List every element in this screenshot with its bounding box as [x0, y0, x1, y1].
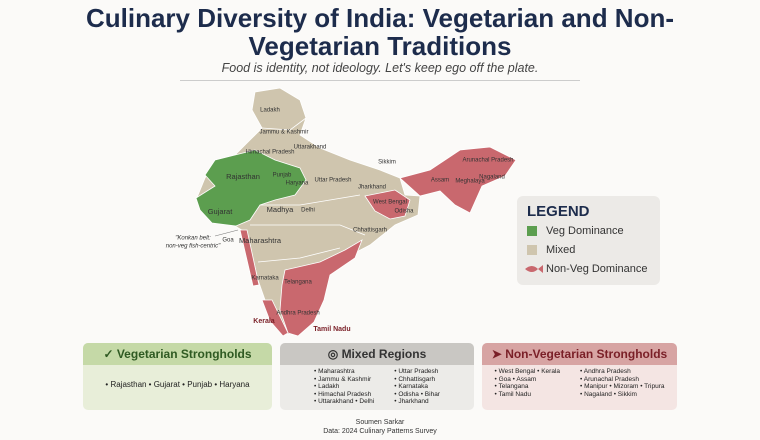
footer: Soumen Sarkar Data: 2024 Culinary Patter…	[0, 418, 760, 436]
state-label: Goa	[222, 238, 234, 244]
border	[260, 194, 361, 206]
veg-region	[195, 149, 307, 227]
panel-columns: Rajasthan • Gujarat • Punjab • Haryana	[83, 365, 272, 390]
panel-item: Nagaland • Sikkim	[580, 391, 665, 399]
panel-item: Jharkhand	[394, 398, 440, 406]
author: Soumen Sarkar	[355, 419, 405, 426]
divider	[180, 80, 580, 81]
state-label: Odisha	[394, 209, 414, 215]
panel-item: Tamil Nadu	[494, 391, 560, 399]
panel-title: ✓ Vegetarian Strongholds	[83, 343, 272, 365]
state-label: Ladakh	[260, 108, 280, 114]
state-label: Arunachal Pradesh	[462, 158, 513, 164]
border	[257, 247, 341, 263]
panel-item: Ladakh	[314, 383, 374, 391]
legend-swatch	[527, 226, 537, 236]
panel-title: ➤ Non-Vegetarian Strongholds	[482, 343, 677, 365]
state-label: Assam	[431, 178, 449, 184]
legend-fish	[525, 265, 543, 273]
state-label: Kerala	[253, 318, 275, 325]
legend-swatch	[527, 245, 537, 255]
panel-item: West Bengal • Kerala	[494, 368, 560, 376]
panel-item: Andhra Pradesh	[580, 368, 665, 376]
state-label: Uttar Pradesh	[314, 178, 351, 184]
legend-item: Veg Dominance	[546, 225, 624, 237]
state-label: Jammu & Kashmir	[259, 130, 308, 136]
state-label: Madhya	[267, 205, 295, 214]
panel-title-text: Non-Vegetarian Strongholds	[505, 347, 668, 361]
panel-item: Uttarakhand • Delhi	[314, 398, 374, 406]
state-label: Himachal Pradesh	[245, 150, 294, 156]
state-label: Haryana	[286, 181, 309, 187]
panel-title: ◎ Mixed Regions	[280, 343, 474, 365]
panel-item: Rajasthan • Gujarat • Punjab • Haryana	[105, 380, 249, 390]
panel-list: Rajasthan • Gujarat • Punjab • Haryana	[105, 368, 249, 390]
panel-item: Manipur • Mizoram • Tripura	[580, 383, 664, 391]
panel-icon: ➤	[491, 347, 506, 361]
panel: ◎ Mixed Regions MaharashtraJammu & Kashmi…	[280, 343, 474, 410]
panel: ✓ Vegetarian Strongholds Rajasthan • Guja…	[83, 343, 272, 410]
source: Data: 2024 Culinary Patterns Survey	[323, 428, 437, 435]
state-label: West Bengal	[373, 200, 407, 206]
subtitle: Food is identity, not ideology. Let's ke…	[221, 61, 539, 75]
panel-item: Goa • Assam	[494, 376, 560, 384]
state-label: Punjab	[273, 173, 292, 179]
legend-box	[517, 196, 660, 285]
panel-columns: MaharashtraJammu & KashmirLadakhHimachal…	[280, 365, 474, 406]
annotation: non-veg fish-centric"	[166, 244, 221, 250]
nonveg-northeast	[399, 146, 517, 214]
panel-item: Telangana	[494, 383, 560, 391]
nonveg-south	[279, 239, 363, 337]
panel-list: Andhra PradeshArunachal PradeshManipur •…	[580, 368, 665, 398]
panel-title-text: Mixed Regions	[341, 347, 427, 361]
panel-item: Jammu & Kashmir	[314, 376, 374, 384]
state-label: Andhra Pradesh	[276, 311, 319, 317]
state-label: Karnataka	[251, 276, 279, 282]
title: Culinary Diversity of India: Vegetarian …	[85, 3, 674, 61]
state-label: Maharashtra	[239, 236, 282, 245]
panel-item: Uttar Pradesh	[394, 368, 440, 376]
state-label: Telangana	[284, 280, 312, 286]
panel-icon: ✓	[103, 347, 117, 361]
border	[261, 117, 307, 131]
state-label: Tamil Nadu	[313, 326, 350, 333]
panel-item: Odisha • Bihar	[394, 391, 440, 399]
panel-item: Maharashtra	[314, 368, 374, 376]
panel-list: MaharashtraJammu & KashmirLadakhHimachal…	[314, 368, 374, 406]
nonveg-east	[364, 189, 411, 220]
legend-title: LEGEND	[527, 203, 590, 220]
legend-item: Non-Veg Dominance	[546, 263, 648, 275]
panel-item: Karnataka	[394, 383, 440, 391]
state-label: Uttarakhand	[294, 145, 327, 151]
state-label: Chhattisgarh	[353, 228, 387, 234]
annotation-pointer	[214, 229, 239, 237]
legend-item: Mixed	[546, 244, 575, 256]
nonveg-konkan	[239, 229, 260, 287]
state-label: Jharkhand	[358, 185, 386, 191]
state-label: Meghalaya	[455, 179, 485, 185]
panel-list: Uttar PradeshChhattisgarhKarnatakaOdisha…	[394, 368, 440, 406]
panel-icon: ◎	[327, 347, 342, 361]
state-label: Rajasthan	[226, 172, 260, 181]
panel-item: Arunachal Pradesh	[580, 376, 665, 384]
panel-item: Chhattisgarh	[394, 376, 440, 384]
state-label: Nagaland	[479, 175, 505, 181]
panel-title-text: Vegetarian Strongholds	[116, 347, 252, 361]
border	[250, 224, 366, 236]
state-label: Delhi	[301, 208, 315, 214]
state-label: Gujarat	[208, 207, 234, 216]
annotation: "Konkan belt:	[175, 236, 211, 242]
nonveg-kerala	[261, 299, 289, 337]
panel-item: Himachal Pradesh	[314, 391, 374, 399]
panel: ➤ Non-Vegetarian Strongholds West Bengal …	[482, 343, 677, 410]
panel-columns: West Bengal • KeralaGoa • AssamTelangana…	[482, 365, 677, 398]
state-label: Sikkim	[378, 160, 396, 166]
panel-list: West Bengal • KeralaGoa • AssamTelangana…	[494, 368, 560, 398]
